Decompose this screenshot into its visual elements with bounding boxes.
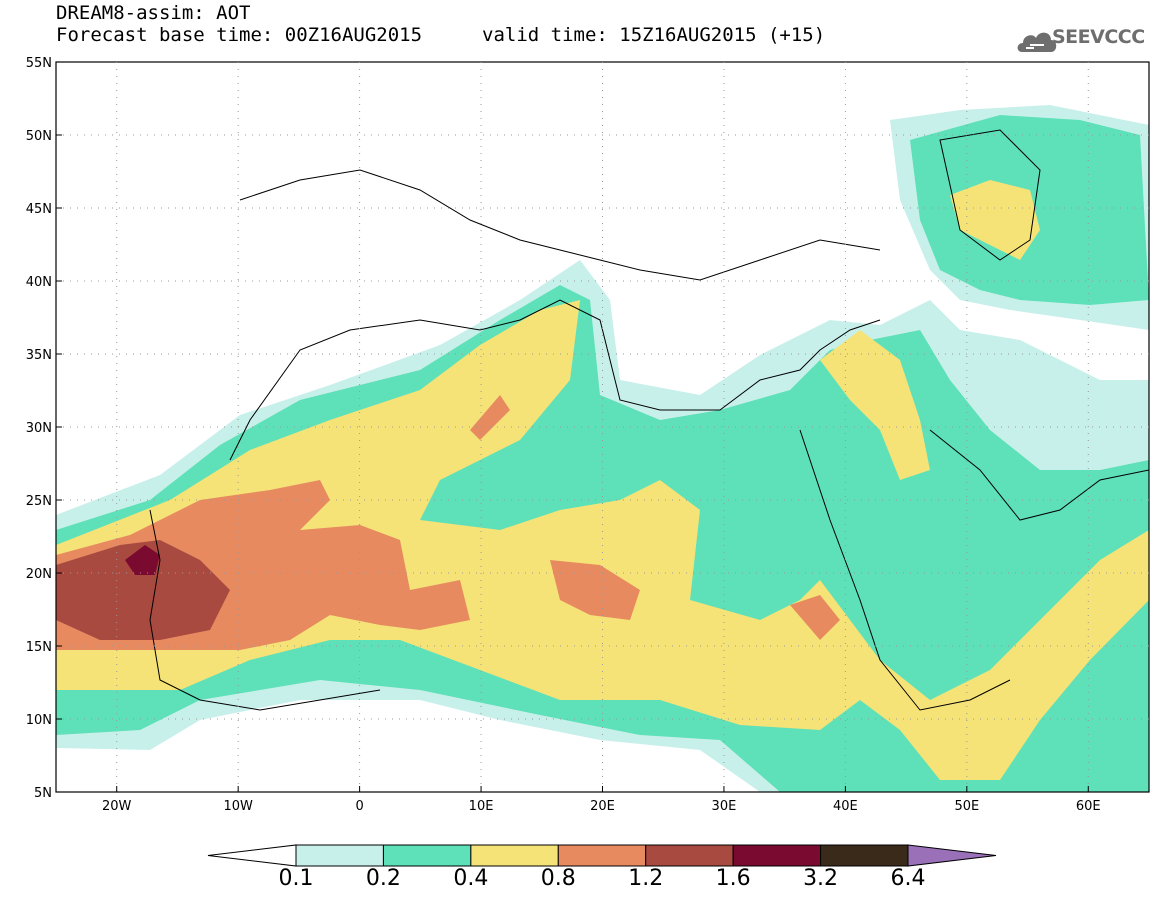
aot-band-0.4-caspian	[950, 180, 1040, 260]
forecast-base-time: Forecast base time: 00Z16AUG2015	[56, 24, 423, 46]
colorbar-swatch	[295, 844, 384, 867]
aot-band-0.4-east	[820, 330, 930, 480]
lat-tick-label: 30N	[26, 421, 52, 436]
colorbar-swatch	[382, 844, 472, 867]
lon-tick-label: 20W	[102, 799, 132, 814]
colorbar-swatch	[645, 844, 734, 867]
colorbar-swatch	[907, 844, 997, 867]
lon-tick-label: 30E	[712, 799, 737, 814]
aot-band-1.2	[56, 540, 230, 640]
colorbar-swatch	[732, 844, 822, 867]
map-title: DREAM8-assim: AOT	[56, 2, 251, 24]
valid-time: valid time: 15Z16AUG2015 (+15)	[482, 24, 826, 46]
colorbar-label: 6.4	[890, 866, 926, 891]
colorbar-swatch	[207, 844, 297, 867]
colorbar-label: 0.4	[453, 866, 489, 891]
colorbar-label: 0.1	[278, 866, 314, 891]
colorbar-swatch	[820, 844, 909, 867]
lat-tick-label: 35N	[26, 348, 52, 363]
colorbar-swatch	[557, 844, 647, 867]
lat-tick-label: 15N	[26, 640, 52, 655]
colorbar-label: 1.6	[715, 866, 751, 891]
lat-tick-label: 5N	[34, 786, 52, 801]
lat-tick-label: 10N	[26, 713, 52, 728]
lon-tick-label: 0	[355, 799, 363, 814]
lon-tick-label: 20E	[590, 799, 615, 814]
lon-tick-label: 10E	[469, 799, 494, 814]
coastlines	[149, 129, 1149, 711]
lat-tick-label: 25N	[26, 494, 52, 509]
colorbar-label: 0.8	[540, 866, 576, 891]
lon-tick-label: 40E	[833, 799, 858, 814]
lat-tick-label: 40N	[26, 275, 52, 290]
lon-tick-label: 50E	[954, 799, 979, 814]
lon-tick-label: 10W	[223, 799, 253, 814]
aot-band-1.6	[125, 545, 160, 575]
lat-tick-label: 20N	[26, 567, 52, 582]
aot-band-0.4	[56, 300, 1149, 780]
aot-band-0.8-sudan	[790, 595, 840, 640]
aot-band-0.8-libya	[470, 395, 510, 440]
colorbar	[207, 844, 997, 867]
lat-tick-label: 50N	[26, 129, 52, 144]
colorbar-label: 3.2	[803, 866, 839, 891]
lat-ticks: 55N 50N 45N 40N 35N 30N 25N 20N 15N 10N 5N	[26, 56, 1149, 801]
lat-tick-label: 55N	[26, 56, 52, 71]
aot-band-0.8-chad	[550, 560, 640, 620]
colorbar-swatch	[470, 844, 559, 867]
colorbar-label: 1.2	[628, 866, 664, 891]
logo-text: SEEVCCC	[1052, 26, 1145, 48]
colorbar-label: 0.2	[365, 866, 401, 891]
cloud-icon	[1017, 32, 1057, 52]
lat-tick-label: 45N	[26, 202, 52, 217]
lon-tick-label: 60E	[1076, 799, 1101, 814]
